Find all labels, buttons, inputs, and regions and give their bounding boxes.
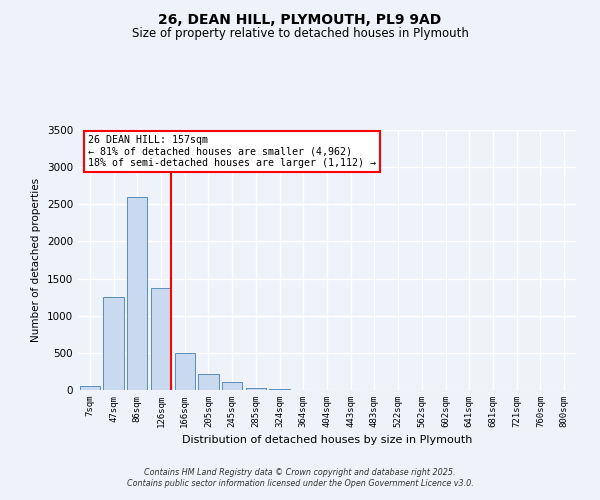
X-axis label: Distribution of detached houses by size in Plymouth: Distribution of detached houses by size … bbox=[182, 436, 472, 446]
Bar bbox=[127, 197, 148, 390]
Bar bbox=[199, 374, 218, 390]
Bar bbox=[103, 297, 124, 390]
Text: 26, DEAN HILL, PLYMOUTH, PL9 9AD: 26, DEAN HILL, PLYMOUTH, PL9 9AD bbox=[158, 12, 442, 26]
Text: Size of property relative to detached houses in Plymouth: Size of property relative to detached ho… bbox=[131, 28, 469, 40]
Bar bbox=[246, 388, 266, 390]
Bar bbox=[222, 382, 242, 390]
Bar bbox=[151, 288, 171, 390]
Text: 26 DEAN HILL: 157sqm
← 81% of detached houses are smaller (4,962)
18% of semi-de: 26 DEAN HILL: 157sqm ← 81% of detached h… bbox=[88, 135, 376, 168]
Bar bbox=[175, 353, 195, 390]
Text: Contains HM Land Registry data © Crown copyright and database right 2025.
Contai: Contains HM Land Registry data © Crown c… bbox=[127, 468, 473, 487]
Bar bbox=[80, 386, 100, 390]
Y-axis label: Number of detached properties: Number of detached properties bbox=[31, 178, 41, 342]
